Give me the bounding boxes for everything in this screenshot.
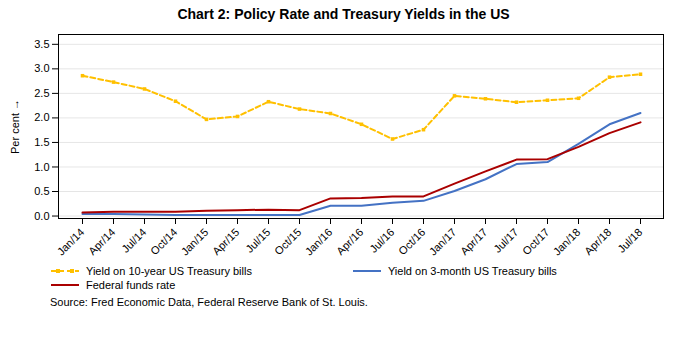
svg-text:0.0: 0.0 (34, 210, 49, 222)
svg-text:1.5: 1.5 (34, 136, 49, 148)
svg-text:Jan/14: Jan/14 (55, 226, 87, 258)
svg-text:Oct/15: Oct/15 (272, 226, 303, 257)
svg-text:Jan/18: Jan/18 (551, 226, 583, 258)
svg-text:Apr/15: Apr/15 (210, 226, 241, 257)
svg-text:0.5: 0.5 (34, 185, 49, 197)
html-text:Chart 2: Policy Rate and Treas: Chart 2: Policy Rate and Treasury Yields… (177, 6, 510, 22)
svg-text:Apr/16: Apr/16 (334, 226, 365, 257)
svg-text:Jul/16: Jul/16 (367, 226, 396, 255)
svg-text:2.5: 2.5 (34, 87, 49, 99)
svg-text:Oct/16: Oct/16 (396, 226, 427, 257)
html-text:Federal funds rate: Federal funds rate (86, 279, 176, 291)
svg-text:Jul/15: Jul/15 (243, 226, 272, 255)
svg-text:Apr/18: Apr/18 (582, 226, 613, 257)
svg-text:2.0: 2.0 (34, 111, 49, 123)
svg-text:Jan/16: Jan/16 (303, 226, 335, 258)
svg-text:Jul/18: Jul/18 (615, 226, 644, 255)
svg-text:Jan/17: Jan/17 (427, 226, 459, 258)
svg-text:Oct/17: Oct/17 (520, 226, 551, 257)
svg-text:Jul/17: Jul/17 (491, 226, 520, 255)
html-text:Yield on 10-year US Treasury b: Yield on 10-year US Treasury bills (86, 265, 252, 277)
svg-text:3.5: 3.5 (34, 38, 49, 50)
svg-text:3.0: 3.0 (34, 62, 49, 74)
svg-text:Per cent →: Per cent → (9, 99, 21, 154)
html-text:Source: Fred Economic Data, Fe: Source: Fred Economic Data, Federal Rese… (50, 296, 368, 308)
svg-text:Jul/14: Jul/14 (119, 226, 148, 255)
svg-text:Apr/17: Apr/17 (458, 226, 489, 257)
svg-text:Jan/15: Jan/15 (179, 226, 211, 258)
html-text:Yield on 3-month US Treasury b: Yield on 3-month US Treasury bills (387, 265, 557, 277)
svg-text:Apr/14: Apr/14 (86, 226, 117, 257)
svg-text:Oct/14: Oct/14 (148, 226, 179, 257)
svg-text:1.0: 1.0 (34, 161, 49, 173)
